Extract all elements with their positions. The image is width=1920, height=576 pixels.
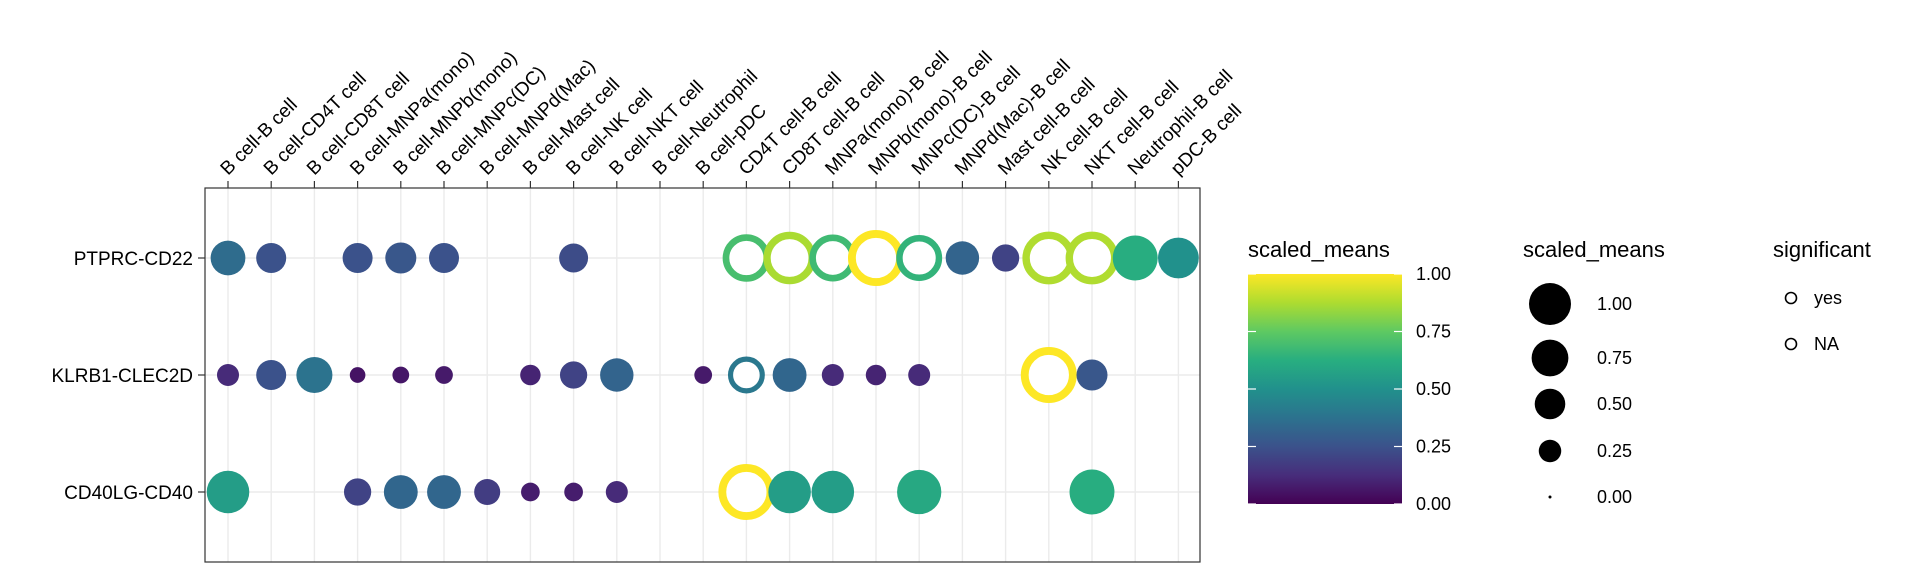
- data-point: [474, 478, 501, 506]
- data-point-significant: [763, 231, 816, 285]
- data-point: [342, 243, 373, 273]
- y-tick-label: PTPRC-CD22: [74, 249, 193, 270]
- points-layer: [206, 229, 1199, 521]
- data-point: [383, 475, 418, 509]
- data-point: [385, 242, 417, 274]
- significant-legend: significant yes NA: [1773, 237, 1871, 354]
- data-point: [564, 482, 583, 502]
- data-point: [206, 470, 250, 514]
- data-point: [605, 480, 628, 504]
- size-legend-dot: [1529, 283, 1571, 325]
- data-point-significant: [847, 229, 904, 286]
- colorbar-title: scaled_means: [1248, 237, 1390, 262]
- size-legend-label: 0.75: [1597, 348, 1632, 368]
- data-point: [865, 364, 887, 386]
- size-legend-label: 0.00: [1597, 487, 1632, 507]
- data-point-significant: [1065, 231, 1119, 285]
- data-point-significant: [809, 234, 857, 282]
- significant-legend-label: NA: [1814, 334, 1839, 354]
- size-legend-dot: [1534, 388, 1566, 420]
- data-point-significant: [1020, 347, 1077, 404]
- data-point-significant: [722, 234, 771, 282]
- colorbar-tick-label: 0.25: [1416, 437, 1451, 457]
- data-point-significant: [718, 464, 775, 521]
- data-point: [429, 243, 459, 273]
- data-point: [1069, 469, 1115, 515]
- data-point: [811, 470, 855, 514]
- colorbar-gradient: [1248, 274, 1402, 504]
- data-point: [1076, 359, 1108, 391]
- data-point: [1158, 237, 1199, 279]
- data-point: [343, 478, 372, 506]
- data-point: [296, 356, 333, 394]
- size-legend: scaled_means 1.00 0.75 0.50 0.25 0.00: [1523, 237, 1665, 507]
- size-legend-label: 0.50: [1597, 394, 1632, 414]
- data-point: [991, 244, 1020, 272]
- y-tick-label: CD40LG-CD40: [64, 483, 193, 504]
- size-legend-dot: [1548, 495, 1552, 499]
- data-point: [897, 469, 942, 515]
- significant-legend-symbol: [1784, 337, 1798, 351]
- y-axis-ticks: PTPRC-CD22 KLRB1-CLEC2D CD40LG-CD40: [52, 249, 205, 504]
- data-point: [256, 243, 287, 273]
- colorbar-tick-label: 0.75: [1416, 322, 1451, 342]
- significant-legend-label: yes: [1814, 288, 1842, 308]
- data-point-significant: [727, 356, 765, 394]
- data-point: [210, 240, 246, 276]
- data-point: [521, 482, 540, 502]
- data-point: [821, 363, 844, 387]
- significant-legend-title: significant: [1773, 237, 1871, 262]
- colorbar-tick-label: 0.00: [1416, 494, 1451, 514]
- data-point: [772, 358, 807, 392]
- data-point: [1112, 235, 1158, 281]
- size-legend-label: 0.25: [1597, 441, 1632, 461]
- data-point: [559, 243, 589, 273]
- data-point: [216, 363, 240, 387]
- data-point: [600, 358, 634, 392]
- data-point: [392, 366, 410, 384]
- data-point: [256, 360, 287, 390]
- colorbar-tick-label: 1.00: [1416, 264, 1451, 284]
- data-point-significant: [1022, 231, 1076, 285]
- size-legend-label: 1.00: [1597, 294, 1632, 314]
- data-point: [945, 241, 980, 275]
- data-point: [520, 364, 541, 386]
- data-point: [694, 366, 713, 384]
- data-point-significant: [896, 235, 943, 281]
- size-legend-dot: [1531, 339, 1569, 377]
- colorbar-tick-label: 0.50: [1416, 379, 1451, 399]
- data-point: [435, 366, 453, 384]
- size-legend-title: scaled_means: [1523, 237, 1665, 262]
- y-tick-label: KLRB1-CLEC2D: [52, 366, 194, 387]
- significant-legend-symbol: [1784, 291, 1798, 305]
- size-legend-dot: [1538, 439, 1562, 463]
- data-point: [908, 363, 931, 387]
- data-point: [768, 470, 811, 514]
- colorbar-legend: scaled_means 1.00 0.75 0.50 0.25 0.00: [1248, 237, 1451, 514]
- data-point: [427, 475, 461, 509]
- data-point: [349, 367, 366, 383]
- data-point: [559, 361, 588, 389]
